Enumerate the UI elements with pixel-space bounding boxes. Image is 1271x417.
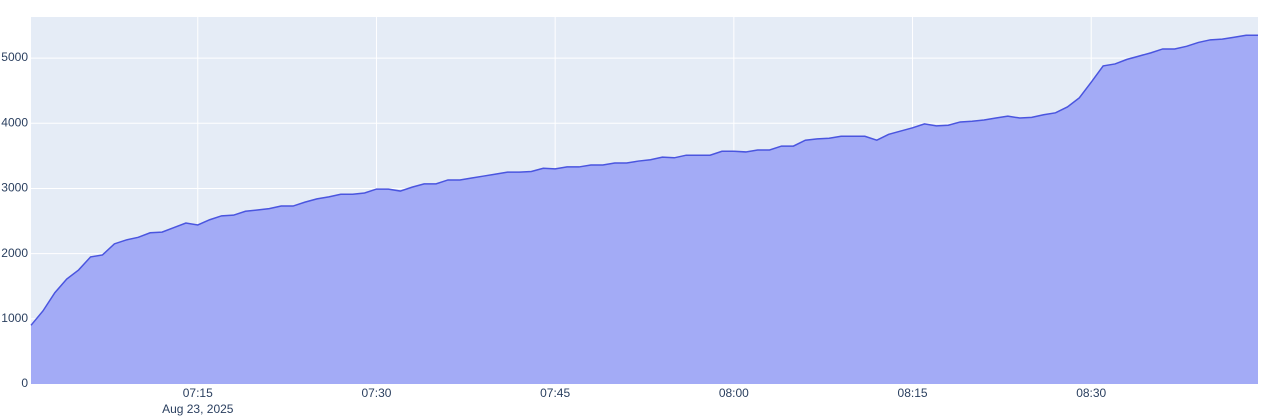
- y-tick-label: 2000: [1, 246, 28, 260]
- area-fill: [31, 35, 1258, 384]
- y-tick-label: 0: [21, 376, 28, 390]
- x-tick-label: 07:45: [540, 386, 570, 400]
- x-tick-label: 08:15: [898, 386, 928, 400]
- x-tick-label: 08:30: [1076, 386, 1106, 400]
- x-tick-label: 07:15: [183, 386, 213, 400]
- y-tick-label: 1000: [1, 311, 28, 325]
- x-tick-label: 07:30: [361, 386, 391, 400]
- x-date-label: Aug 23, 2025: [162, 402, 234, 416]
- y-tick-label: 3000: [1, 181, 28, 195]
- x-tick-label: 08:00: [719, 386, 749, 400]
- y-tick-label: 4000: [1, 115, 28, 129]
- area-line: [30, 34, 1258, 326]
- y-tick-label: 5000: [1, 50, 28, 64]
